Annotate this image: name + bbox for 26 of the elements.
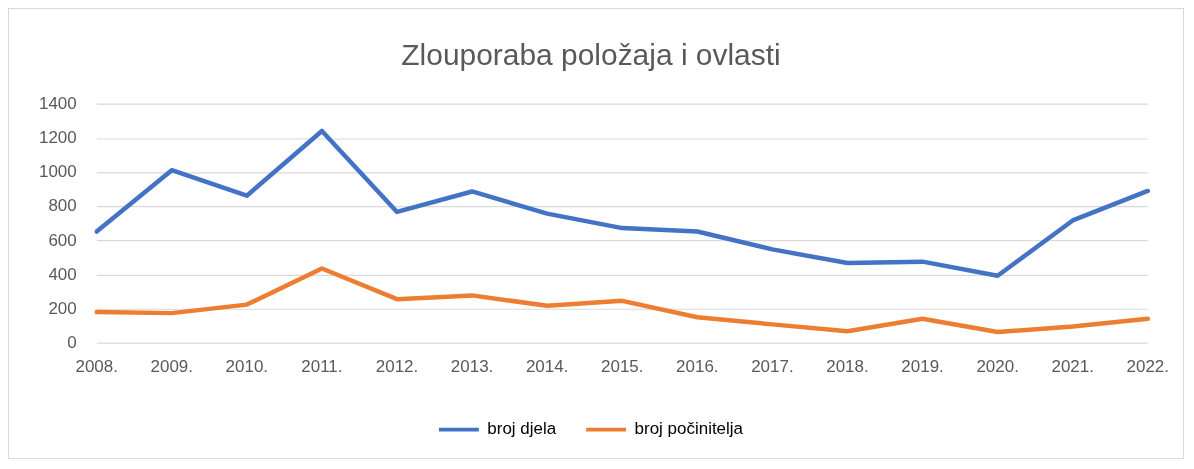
x-tick-label: 2016. <box>676 356 719 376</box>
legend-label: broj počinitelja <box>634 419 744 439</box>
y-tick-label: 200 <box>48 298 77 318</box>
y-tick-label: 1000 <box>38 162 77 182</box>
x-tick-label: 2009. <box>150 356 193 376</box>
y-tick-label: 1200 <box>38 128 77 148</box>
y-tick-label: 800 <box>48 196 77 216</box>
x-tick-label: 2018. <box>826 356 869 376</box>
legend-label: broj djela <box>487 419 557 439</box>
y-tick-label: 400 <box>48 264 77 284</box>
x-tick-label: 2021. <box>1051 356 1094 376</box>
y-tick-label: 600 <box>48 230 77 250</box>
x-tick-label: 2012. <box>375 356 419 376</box>
x-tick-label: 2010. <box>225 356 269 376</box>
x-tick-label: 2011. <box>301 356 343 376</box>
x-tick-label: 2022. <box>1126 356 1170 376</box>
y-tick-label: 0 <box>67 332 77 352</box>
x-tick-label: 2008. <box>75 356 118 376</box>
chart-title: Zlouporaba položaja i ovlasti <box>401 38 781 72</box>
x-tick-label: 2015. <box>601 356 644 376</box>
x-tick-label: 2020. <box>976 356 1019 376</box>
x-tick-label: 2013. <box>450 356 494 376</box>
y-tick-label: 1400 <box>38 94 77 114</box>
x-tick-label: 2019. <box>901 356 944 376</box>
x-tick-label: 2017. <box>751 356 794 376</box>
x-tick-label: 2014. <box>525 356 569 376</box>
